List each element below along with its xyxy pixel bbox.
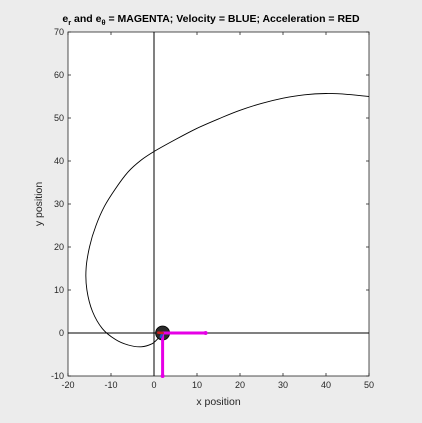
title-legend-text: = MAGENTA; Velocity = BLUE; Acceleration… [106,13,361,25]
y-tick-label: 20 [54,242,64,252]
x-tick-label: -10 [104,380,117,390]
title-e-theta: e [96,13,102,25]
e-r-vector-tip [203,331,208,335]
y-axis-label: y position [33,182,45,227]
y-tick-label: 0 [59,328,64,338]
title-e-r: e [62,13,68,25]
y-tick-label: 50 [54,113,64,123]
trajectory-line [85,93,370,348]
title-theta-subscript: θ [101,18,105,27]
x-tick-label: 40 [321,380,331,390]
y-tick-label: -10 [51,371,64,381]
x-tick-label: -20 [61,380,74,390]
title-and: and [71,13,96,25]
x-tick-label: 30 [278,380,288,390]
y-tick-label: 30 [54,199,64,209]
x-tick-label: 50 [364,380,374,390]
plot-area [67,31,370,377]
x-tick-label: 0 [151,380,156,390]
x-tick-label: 10 [192,380,202,390]
vector-layer [155,325,208,378]
title-r-subscript: r [68,18,71,27]
x-axis-label: x position [196,396,241,408]
y-tick-label: 70 [54,27,64,37]
y-tick-label: 40 [54,156,64,166]
series-layer [85,93,370,348]
chart-title: er and eθ = MAGENTA; Velocity = BLUE; Ac… [62,13,360,27]
y-tick-label: 10 [54,285,64,295]
y-tick-label: 60 [54,70,64,80]
x-tick-label: 20 [235,380,245,390]
e-theta-vector-tip [160,374,165,378]
axis-lines-layer [68,32,369,376]
